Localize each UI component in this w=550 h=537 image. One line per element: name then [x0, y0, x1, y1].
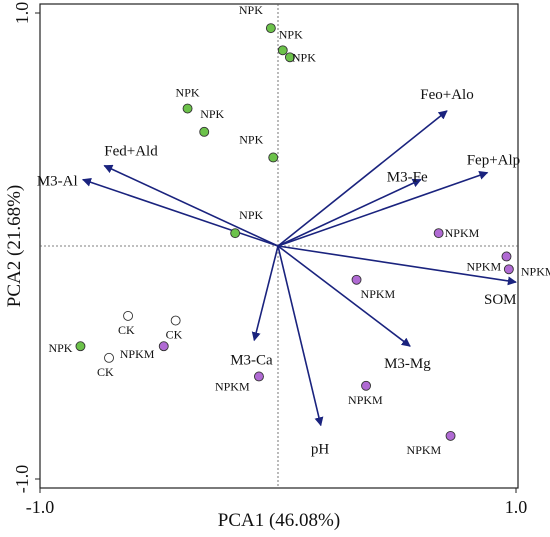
- point-label: NPK: [176, 86, 200, 100]
- point-npk: [284, 52, 295, 63]
- loading-vector: [277, 171, 489, 247]
- point-label: NPKM: [348, 393, 383, 407]
- point-label: NPKM: [466, 259, 501, 273]
- point-label: NPK: [48, 341, 72, 355]
- loading-vectors: Feo+Alo Fep+Alp M3-Fe Fed+Ald M3-Al SOM M3-Mg M…: [37, 87, 520, 458]
- point-label: NPK: [239, 208, 263, 222]
- point-label: NPK: [292, 50, 316, 64]
- y-axis-label: PCA2 (21.68%): [4, 185, 25, 307]
- vector-label: pH: [311, 441, 330, 457]
- point-npkm: [158, 341, 169, 352]
- loading-vector: [251, 245, 279, 342]
- point-npk: [75, 341, 86, 352]
- point-npkm: [501, 251, 512, 262]
- loading-vector: [277, 245, 324, 427]
- x-tick-label: 1.0: [505, 497, 528, 517]
- x-axis-label: PCA1 (46.08%): [218, 510, 340, 531]
- point-label: NPKM: [120, 347, 155, 361]
- point-label: CK: [118, 323, 135, 337]
- loading-vector: [277, 245, 517, 286]
- point-npkm: [433, 228, 444, 239]
- point-label: CK: [97, 365, 114, 379]
- point-label: NPKM: [215, 379, 250, 393]
- point-npkm: [361, 380, 372, 391]
- zero-lines: [40, 4, 518, 488]
- point-label: NPK: [200, 107, 224, 121]
- point-ck: [170, 315, 181, 326]
- vector-label: M3-Fe: [387, 170, 428, 186]
- point-npkm: [445, 430, 456, 441]
- point-npkm: [503, 264, 514, 275]
- point-label: NPK: [279, 27, 303, 41]
- point-npk: [265, 23, 276, 34]
- point-label: NPKM: [361, 287, 396, 301]
- axis-ticks: -1.0 1.0 1.0 -1.0: [12, 2, 527, 517]
- loading-vector: [277, 178, 422, 247]
- vector-label: Feo+Alo: [420, 87, 473, 103]
- point-npkm: [254, 371, 264, 382]
- point-ck: [104, 352, 114, 363]
- point-label: NPK: [239, 3, 263, 17]
- point-npk: [199, 126, 210, 137]
- point-ck: [123, 310, 134, 321]
- vector-label: M3-Al: [37, 174, 78, 190]
- loading-vector: [277, 245, 411, 347]
- vector-label: SOM: [484, 292, 517, 308]
- y-tick-label: -1.0: [12, 465, 32, 494]
- point-label: NPKM: [521, 264, 550, 278]
- vector-label: M3-Mg: [384, 356, 431, 372]
- point-label: NPK: [239, 132, 263, 146]
- point-label: CK: [166, 328, 183, 342]
- sample-points: NPKNPKNPKNPKNPKNPKNPKNPKNPKMNPKMNPKMNPKM…: [48, 3, 550, 457]
- point-npk: [268, 152, 279, 163]
- loading-vector: [81, 177, 279, 247]
- point-label: NPKM: [407, 443, 442, 457]
- y-tick-label: 1.0: [12, 2, 32, 25]
- point-npkm: [351, 274, 362, 285]
- loading-vector: [103, 164, 279, 247]
- x-tick-label: -1.0: [26, 497, 55, 517]
- vector-label: M3-Ca: [230, 352, 273, 368]
- loading-vector: [277, 110, 448, 247]
- point-npk: [230, 228, 241, 239]
- point-npk: [182, 103, 193, 114]
- point-label: NPKM: [445, 226, 480, 240]
- vector-label: Fed+Ald: [104, 144, 158, 160]
- vector-label: Fep+Alp: [467, 153, 520, 169]
- point-npk: [277, 45, 288, 56]
